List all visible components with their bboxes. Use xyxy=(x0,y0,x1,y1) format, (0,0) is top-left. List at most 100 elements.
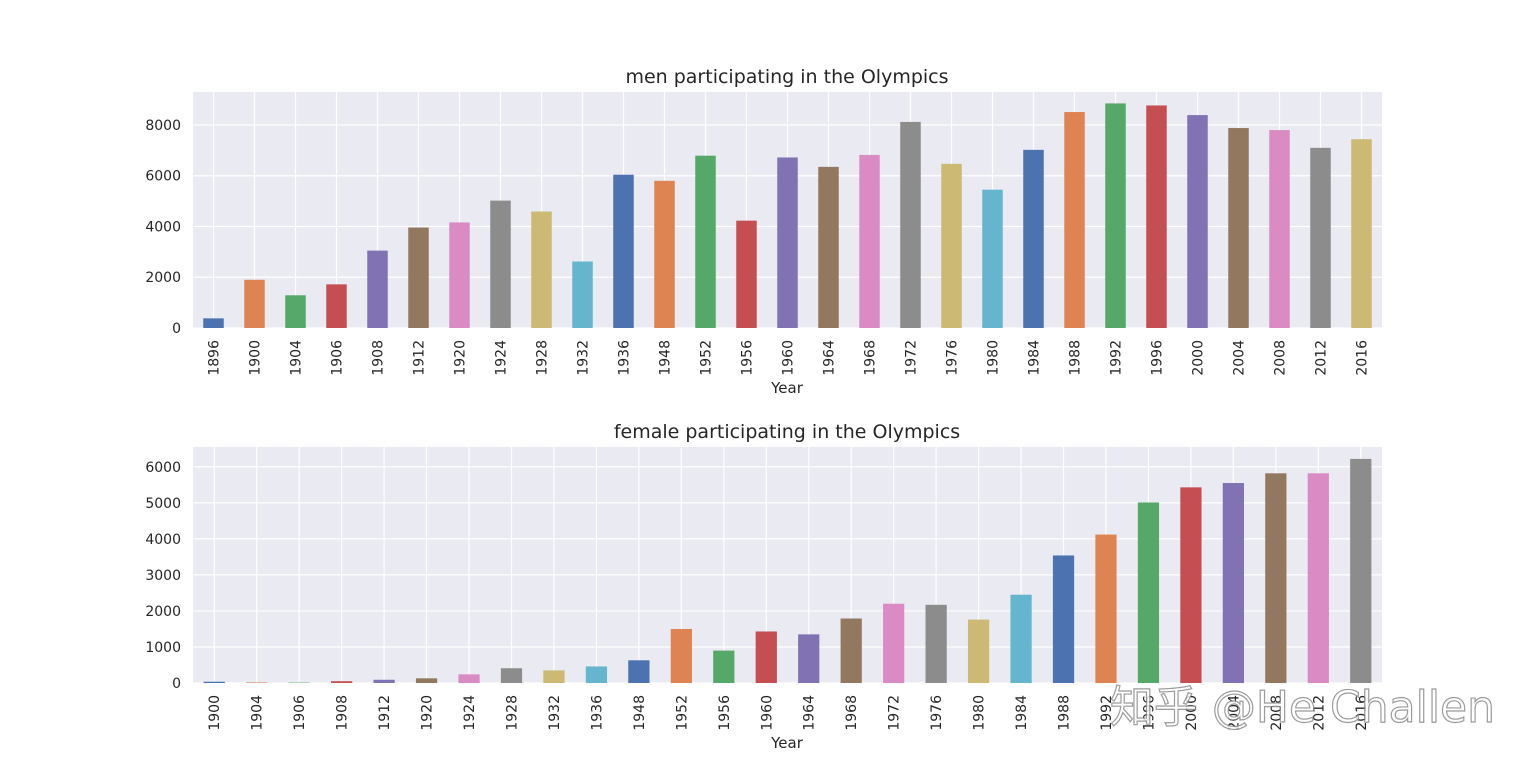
bar-1908 xyxy=(367,250,388,328)
bar-1948 xyxy=(628,660,650,683)
bar-1908 xyxy=(331,681,353,683)
bar-1924 xyxy=(458,674,480,683)
x-tick-label: 1906 xyxy=(330,340,346,376)
bar-1976 xyxy=(925,604,947,683)
bar-1936 xyxy=(585,666,608,683)
chart-title: men participating in the Olympics xyxy=(625,66,948,88)
x-tick-label: 1968 xyxy=(863,340,879,376)
plot-area xyxy=(193,447,1382,683)
x-tick-label: 2016 xyxy=(1354,695,1370,731)
bar-1964 xyxy=(798,634,820,683)
x-tick-label: 2008 xyxy=(1269,695,1285,731)
bar-1964 xyxy=(818,166,839,328)
bar-1924 xyxy=(490,200,511,328)
y-tick-label: 4000 xyxy=(145,532,181,548)
bar-1906 xyxy=(326,284,347,328)
x-tick-label: 2000 xyxy=(1191,340,1207,376)
bar-1948 xyxy=(654,180,675,328)
bar-1956 xyxy=(713,650,735,683)
bar-1928 xyxy=(531,211,552,328)
x-tick-label: 1964 xyxy=(802,695,818,731)
bar-1904 xyxy=(246,682,268,683)
x-tick-label: 1976 xyxy=(945,340,961,376)
y-tick-label: 5000 xyxy=(145,496,181,512)
x-tick-label: 1920 xyxy=(420,695,436,731)
chart-title: female participating in the Olympics xyxy=(614,421,960,443)
y-tick-label: 4000 xyxy=(145,219,181,235)
x-tick-label: 2004 xyxy=(1232,340,1248,376)
bar-1896 xyxy=(203,318,224,328)
bar-1980 xyxy=(982,189,1003,328)
x-tick-label: 1988 xyxy=(1057,695,1073,731)
x-tick-label: 1980 xyxy=(972,695,988,731)
bar-2016 xyxy=(1350,458,1372,683)
bar-1952 xyxy=(695,155,716,328)
x-tick-label: 2016 xyxy=(1355,340,1371,376)
x-tick-label: 1932 xyxy=(547,695,563,731)
watermark-text: 知乎 @He Challen xyxy=(1110,682,1495,733)
bar-1972 xyxy=(900,121,921,328)
x-tick-label: 1952 xyxy=(674,695,690,731)
x-axis-label: Year xyxy=(770,379,804,397)
bar-1992 xyxy=(1095,534,1117,683)
x-tick-label: 1936 xyxy=(617,340,633,376)
bar-1984 xyxy=(1023,149,1044,328)
bar-2000 xyxy=(1187,115,1208,329)
x-tick-label: 1972 xyxy=(887,695,903,731)
x-tick-label: 1920 xyxy=(453,340,469,376)
x-tick-label: 2012 xyxy=(1314,340,1330,376)
bar-1960 xyxy=(777,157,798,328)
x-tick-label: 1900 xyxy=(248,340,264,376)
x-tick-label: 1932 xyxy=(576,340,592,376)
bar-2008 xyxy=(1265,473,1287,683)
bar-1988 xyxy=(1052,555,1075,683)
bar-1972 xyxy=(883,603,905,683)
bar-1952 xyxy=(670,628,692,683)
x-tick-label: 1904 xyxy=(289,340,305,376)
bar-1984 xyxy=(1010,594,1032,683)
bar-2004 xyxy=(1222,483,1244,683)
x-axis-label: Year xyxy=(770,734,804,752)
y-tick-label: 8000 xyxy=(145,118,181,134)
x-tick-label: 1992 xyxy=(1099,695,1115,731)
bar-1920 xyxy=(449,222,470,328)
x-tick-label: 1960 xyxy=(759,695,775,731)
x-tick-label: 1984 xyxy=(1027,340,1043,376)
y-tick-label: 2000 xyxy=(145,270,181,286)
bar-2012 xyxy=(1310,147,1331,328)
x-tick-label: 2000 xyxy=(1184,695,1200,731)
x-tick-label: 1956 xyxy=(717,695,733,731)
bar-1932 xyxy=(543,670,565,683)
x-tick-label: 2004 xyxy=(1226,695,1242,731)
x-tick-label: 1908 xyxy=(371,340,387,376)
bar-1996 xyxy=(1146,105,1167,328)
x-tick-label: 1948 xyxy=(658,340,674,376)
x-tick-label: 1948 xyxy=(632,695,648,731)
x-tick-label: 1924 xyxy=(494,340,510,376)
x-tick-label: 1904 xyxy=(250,695,266,731)
x-tick-label: 1996 xyxy=(1150,340,1166,376)
y-tick-label: 3000 xyxy=(145,568,181,584)
x-tick-label: 1984 xyxy=(1014,695,1030,731)
x-tick-label: 1906 xyxy=(292,695,308,731)
bar-1900 xyxy=(244,279,265,328)
bar-1904 xyxy=(285,295,306,328)
y-tick-label: 6000 xyxy=(145,460,181,476)
bar-1936 xyxy=(613,174,634,328)
bar-1968 xyxy=(859,154,880,328)
bar-2008 xyxy=(1269,130,1290,328)
x-tick-label: 2012 xyxy=(1311,695,1327,731)
bar-2004 xyxy=(1228,128,1249,328)
y-tick-label: 0 xyxy=(172,676,181,692)
bar-1912 xyxy=(408,227,429,328)
bar-2000 xyxy=(1180,487,1202,683)
bar-2012 xyxy=(1307,473,1329,683)
bar-1956 xyxy=(736,220,757,328)
x-tick-label: 1900 xyxy=(207,695,223,731)
x-tick-label: 1996 xyxy=(1141,695,1157,731)
x-tick-label: 1896 xyxy=(207,340,223,376)
x-tick-label: 1976 xyxy=(929,695,945,731)
bar-1960 xyxy=(755,631,777,683)
x-tick-label: 1972 xyxy=(904,340,920,376)
bar-1988 xyxy=(1064,112,1085,329)
